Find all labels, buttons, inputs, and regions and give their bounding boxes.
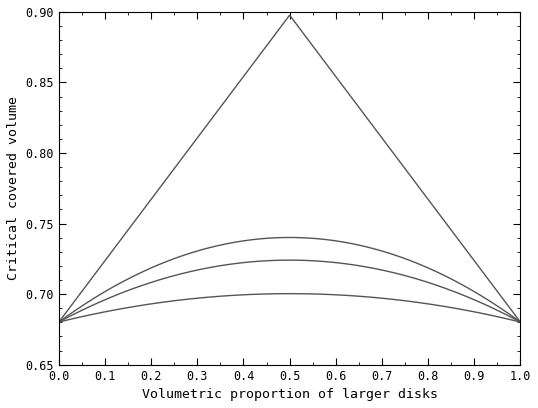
Y-axis label: Critical covered volume: Critical covered volume xyxy=(7,96,20,280)
X-axis label: Volumetric proportion of larger disks: Volumetric proportion of larger disks xyxy=(141,388,437,401)
